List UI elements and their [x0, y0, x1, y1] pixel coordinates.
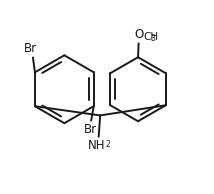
- Text: 3: 3: [151, 34, 156, 43]
- Text: NH: NH: [88, 139, 106, 152]
- Text: Br: Br: [84, 123, 97, 136]
- Text: 2: 2: [105, 140, 110, 149]
- Text: O: O: [134, 28, 143, 41]
- Text: CH: CH: [143, 32, 158, 42]
- Text: Br: Br: [24, 42, 37, 55]
